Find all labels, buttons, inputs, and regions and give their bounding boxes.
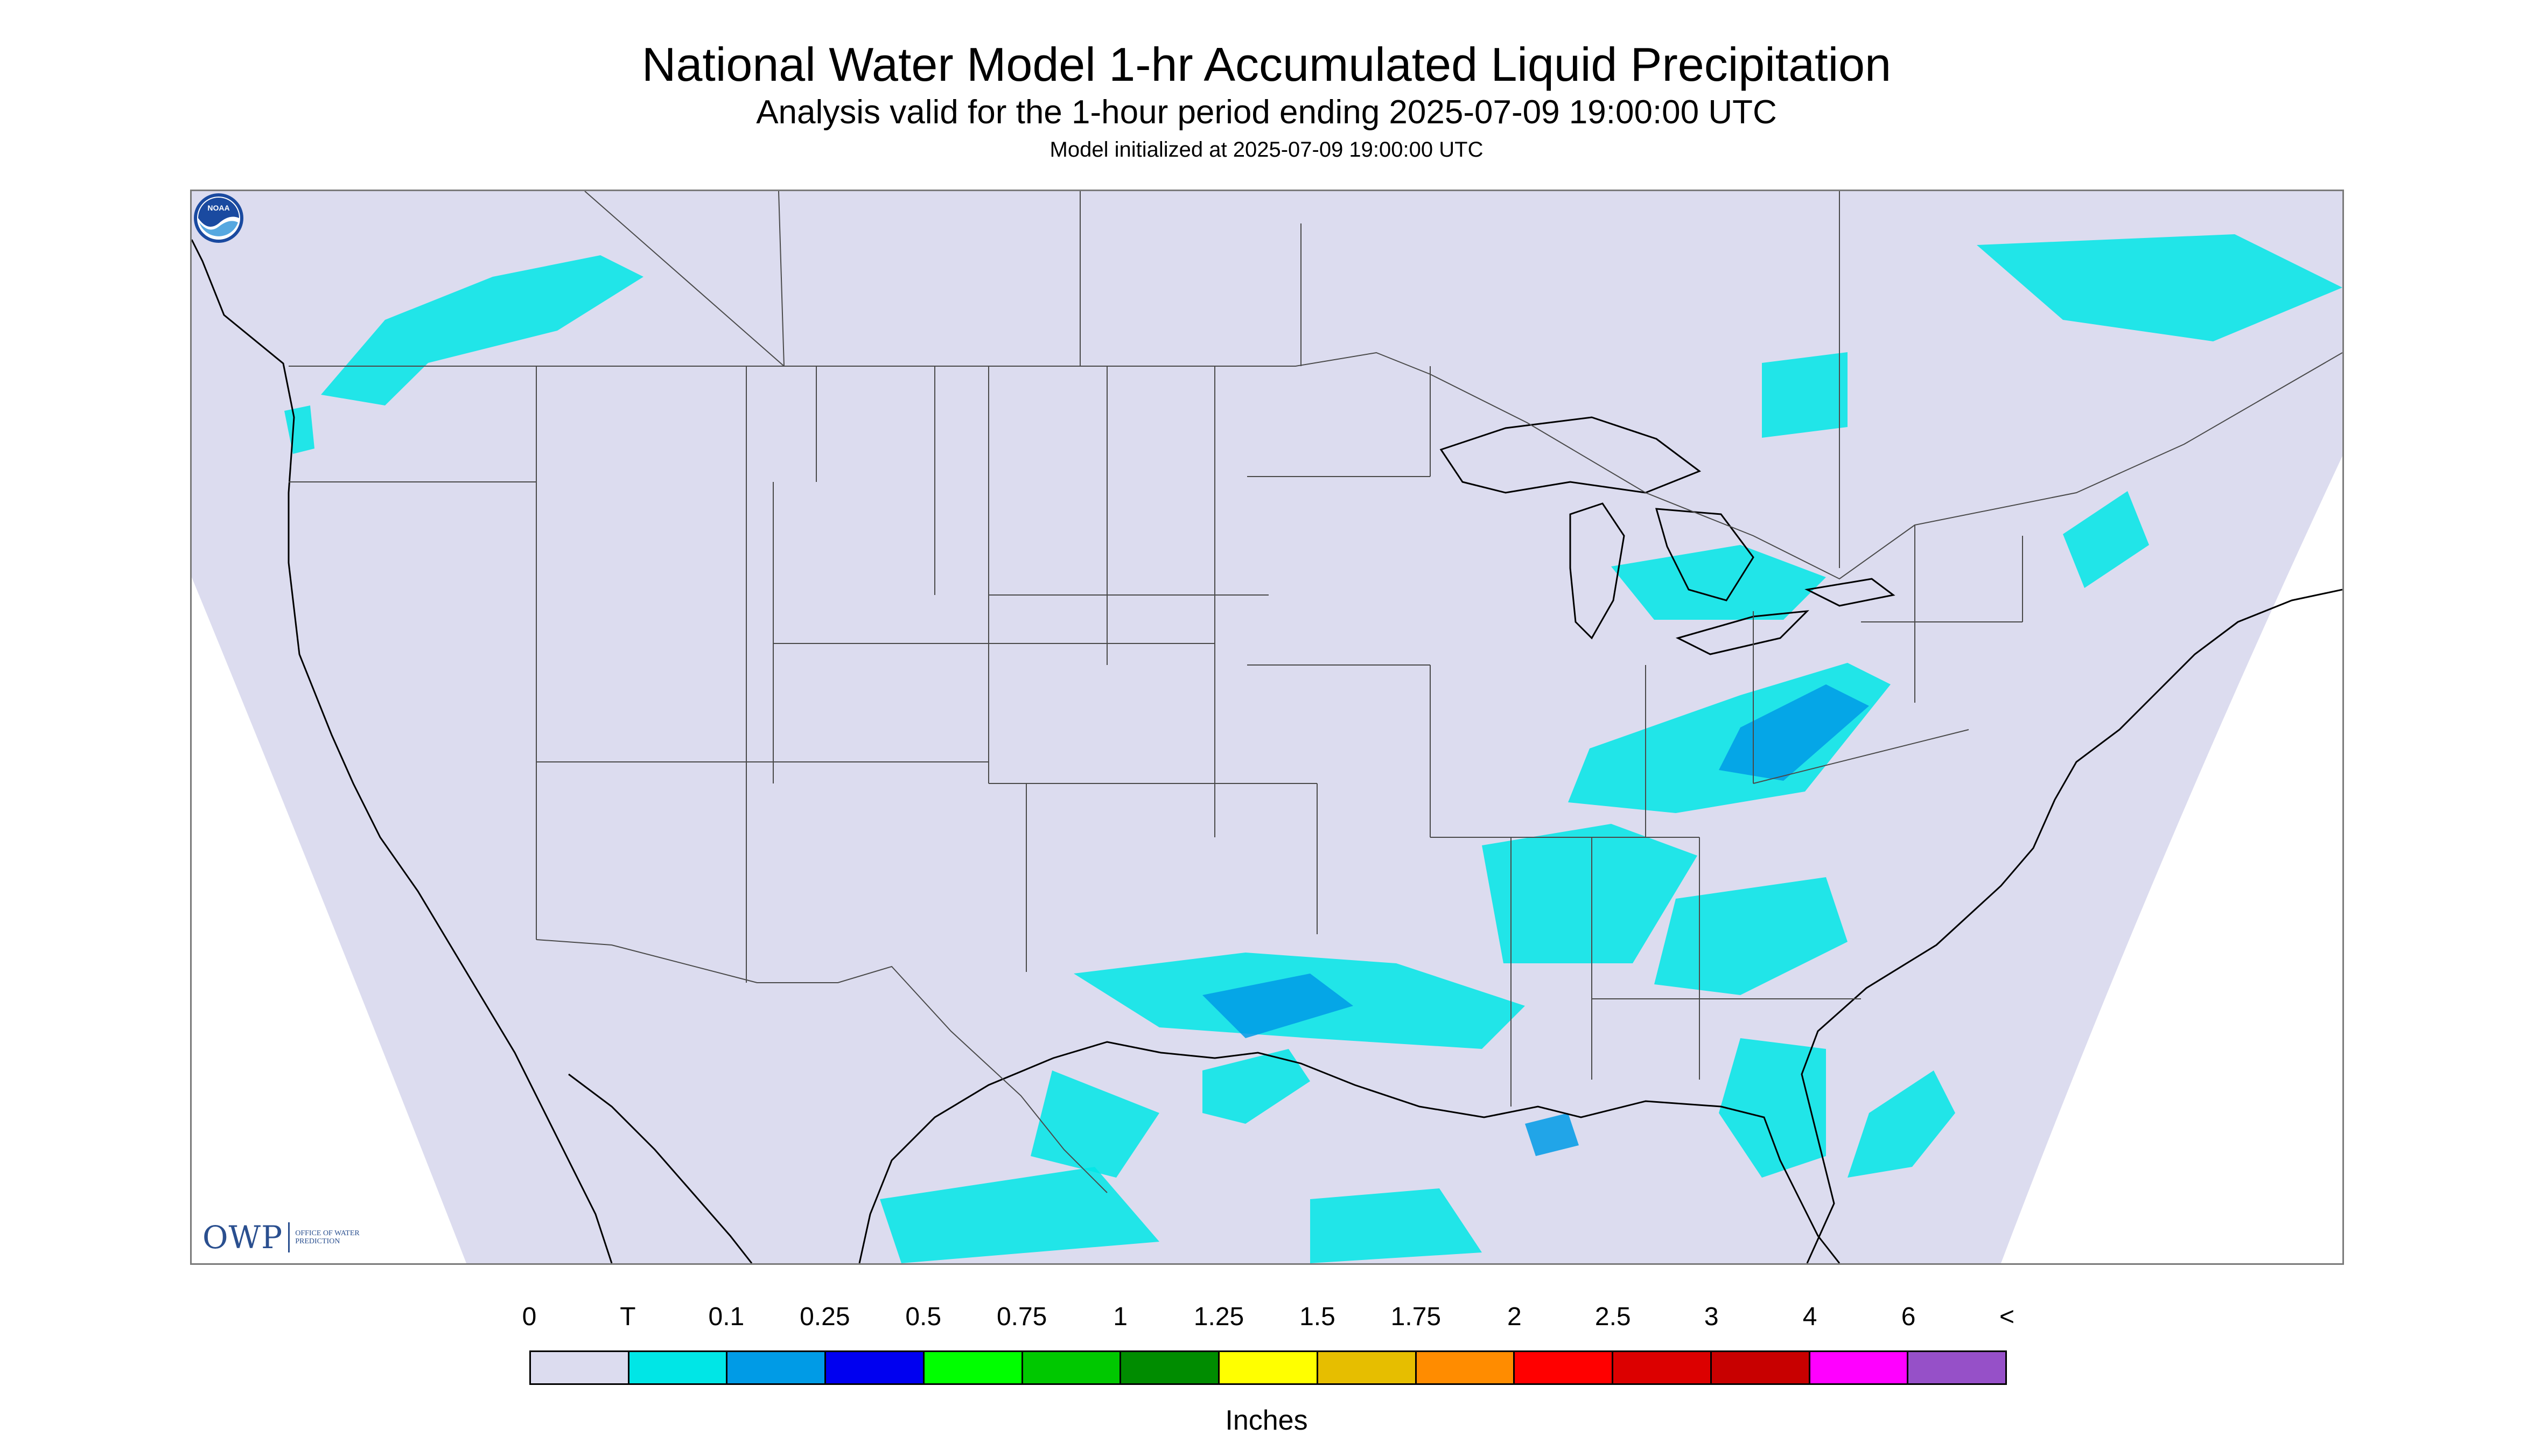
coastlines [192,239,2342,1263]
owp-logo-mark: OWP [202,1219,283,1256]
legend-tick-label: < [1999,1303,2015,1331]
precip-area-quebec-north [1977,234,2342,341]
state-borders [289,366,2023,1107]
model-init-text: Model initialized at 2025-07-09 19:00:00… [1049,138,1484,162]
legend-tick-label: 2 [1507,1303,1522,1331]
precip-area-bahamas [1848,1070,1955,1178]
legend-units: Inches [1225,1405,1308,1436]
us-canada-border [289,352,2342,580]
legend-swatch [924,1352,1023,1383]
legend-swatch [1711,1352,1810,1383]
political-borders [289,191,2342,1193]
precip-area-tennessee-alabama [1482,824,1697,963]
noaa-logo-wave [198,198,239,227]
legend-tick-label: T [620,1303,636,1331]
lake-erie [1675,610,1810,655]
legend-tick-label: 0.1 [708,1303,745,1331]
lake-michigan [1569,502,1625,640]
pacific-coast [192,239,613,1263]
precip-area-texas-coast [1202,1049,1310,1124]
legend-swatch [1023,1352,1122,1383]
precip-area-mid-atlantic-core [1719,684,1869,781]
legend-tick-labels: 0 T 0.1 0.25 0.5 0.75 1 1.25 1.5 1.75 2 2.5 3 4 6 < [522,1302,2014,1334]
outside-domain-left [192,577,466,1263]
lake-huron [1655,508,1754,601]
legend-swatch [1416,1352,1515,1383]
canada-province-borders [584,191,1840,568]
precip-area-gulf-south [1310,1188,1482,1263]
legend-swatch [1613,1352,1712,1383]
legend-tick-label: 2.5 [1594,1303,1631,1331]
precip-area-mexico-south [880,1167,1159,1263]
noaa-logo-text: NOAA [207,204,229,212]
precip-area-gulf-coast-core [1202,974,1353,1038]
legend-tick-label: 6 [1901,1303,1916,1331]
legend-tick-label: 0.75 [996,1303,1047,1331]
outside-domain-right [2001,456,2342,1263]
legend-tick-label: 0.25 [800,1303,850,1331]
owp-logo: OWP Office of Water Prediction [202,1219,365,1256]
precip-area-new-england [2063,491,2149,588]
legend-colorbar [529,1350,2007,1385]
precipitation-map: OWP Office of Water Prediction NOAA [190,190,2344,1265]
legend-swatch [1515,1352,1614,1383]
legend-tick-label: 1.75 [1390,1303,1442,1331]
precip-area-georgia-carolinas [1654,877,1848,995]
map-canvas [192,191,2342,1263]
precip-area-gulf-cell [1525,1113,1579,1156]
owp-logo-divider [288,1222,290,1252]
legend-swatch [1220,1352,1318,1383]
lake-ontario [1804,578,1895,607]
legend-tick-label: 1 [1113,1303,1128,1331]
precip-area-ontario-north [1762,352,1848,438]
legend-swatch [826,1352,925,1383]
us-mexico-border [536,939,1108,1193]
legend-tick-label: 3 [1704,1303,1719,1331]
lake-superior [1439,416,1702,494]
legend-swatch [727,1352,827,1383]
map-subtitle: Analysis valid for the 1-hour period end… [756,94,1777,131]
legend-swatch [1121,1352,1220,1383]
legend-tick-label: 0 [522,1303,537,1331]
model-domain [192,191,2342,1263]
gulf-coast-line [858,1041,1841,1263]
owp-logo-name: Office of Water Prediction [295,1229,360,1245]
legend-tick-label: 1.5 [1299,1303,1335,1331]
legend-tick-label: 1.25 [1193,1303,1244,1331]
legend-swatch [1318,1352,1417,1383]
map-title: National Water Model 1-hr Accumulated Li… [641,38,1892,91]
precip-area-pacific-northwest-bc [321,255,643,405]
precip-area-florida-peninsula [1719,1038,1826,1178]
gulf-california-coast [568,1073,753,1263]
legend-swatch [1908,1352,2006,1383]
precip-layer [284,234,2342,1263]
legend-tick-label: 4 [1802,1303,1817,1331]
legend-tick-label: 0.5 [905,1303,942,1331]
legend-swatch [531,1352,629,1383]
precip-area-mexico-sierra [1031,1070,1159,1178]
atlantic-coast-line [1801,589,2342,1263]
legend-swatch [629,1352,728,1383]
legend-swatch [1810,1352,1909,1383]
noaa-logo-sea [199,221,238,236]
noaa-logo: NOAA [194,193,243,243]
precip-area-great-lakes-michigan [1611,545,1826,620]
